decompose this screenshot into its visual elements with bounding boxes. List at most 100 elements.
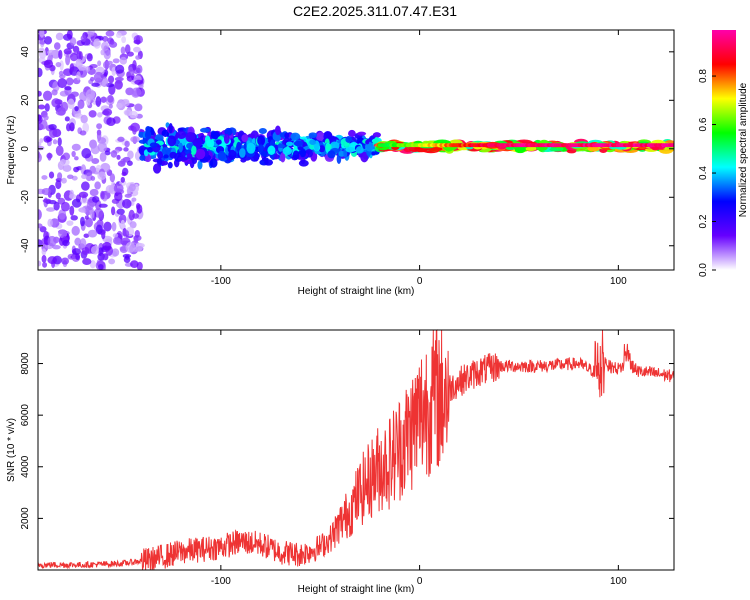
heatmap-cell: [69, 189, 75, 199]
heatmap-cell: [39, 30, 45, 38]
heatmap-cell: [112, 58, 120, 64]
heatmap-cell: [71, 248, 82, 256]
colorbar-gradient: [712, 30, 736, 270]
heatmap-cell: [39, 39, 46, 45]
heatmap-cell: [43, 114, 49, 121]
heatmap-cell: [99, 152, 107, 162]
heatmap-cell: [128, 209, 135, 221]
y-tick-label: 6000: [20, 404, 31, 427]
heatmap-cell: [74, 156, 79, 161]
heatmap-cell: [116, 208, 125, 215]
heatmap-cell: [167, 135, 177, 147]
heatmap-cell: [108, 258, 116, 265]
heatmap-cell: [302, 141, 308, 148]
heatmap-cell: [46, 207, 56, 212]
heatmap-cell: [124, 230, 130, 238]
heatmap-cell: [47, 218, 53, 227]
heatmap-cell: [47, 256, 57, 264]
heatmap-cell: [55, 192, 61, 200]
heatmap-cell: [209, 158, 218, 168]
heatmap-cell: [124, 44, 131, 55]
heatmap-cell: [76, 71, 81, 81]
heatmap-cell: [128, 69, 135, 75]
snr-frame: [37, 329, 675, 571]
colorbar-label: Normalized spectral amplitude: [738, 82, 749, 217]
heatmap-cell: [210, 131, 221, 140]
heatmap-cell: [121, 36, 127, 44]
colorbar-tick-label: 0.6: [698, 117, 709, 131]
heatmap-cell: [90, 245, 100, 255]
heatmap-cell: [97, 171, 107, 181]
heatmap-cell: [223, 133, 230, 144]
colorbar-ticks: 0.0 0.2 0.4 0.6 0.8: [698, 69, 716, 277]
heatmap-cell: [176, 130, 187, 139]
heatmap-cell: [143, 149, 149, 157]
heatmap-cell: [111, 221, 117, 232]
heatmap-cell: [587, 146, 600, 152]
heatmap-cell: [79, 91, 88, 102]
colorbar-tick-label: 0.8: [698, 69, 709, 83]
heatmap-cell: [157, 151, 164, 159]
heatmap-cell: [139, 155, 146, 161]
heatmap-cell: [55, 32, 64, 41]
heatmap-cell: [124, 193, 132, 198]
heatmap-cell: [116, 154, 121, 160]
heatmap-cell: [67, 174, 74, 179]
heatmap-cell: [79, 238, 87, 249]
heatmap-cell: [55, 109, 66, 116]
heatmap-cell: [62, 152, 71, 161]
heatmap-cell: [41, 248, 47, 256]
heatmap-cell: [80, 35, 87, 43]
heatmap-cell: [97, 60, 102, 67]
snr-y-ticks: 2000 4000 6000 8000: [20, 352, 674, 530]
heatmap-cell: [75, 252, 80, 261]
y-tick-label: -20: [20, 190, 31, 205]
heatmap-cell: [135, 55, 141, 60]
heatmap-cell: [55, 145, 64, 156]
heatmap-cell: [195, 148, 206, 160]
heatmap-cell: [81, 181, 90, 191]
heatmap-cell: [180, 151, 186, 159]
heatmap-cells: [38, 30, 674, 270]
heatmap-cell: [41, 255, 47, 263]
heatmap-cell: [48, 171, 55, 179]
heatmap-cell: [61, 257, 70, 265]
heatmap-cell: [60, 201, 70, 212]
heatmap-cell: [197, 160, 203, 170]
heatmap-cell: [38, 145, 45, 151]
heatmap-cell: [260, 150, 268, 157]
heatmap-cell: [357, 131, 367, 136]
heatmap-cell: [96, 123, 103, 130]
heatmap-cell: [58, 229, 68, 239]
heatmap-cell: [69, 122, 75, 132]
heatmap-cell: [75, 58, 83, 69]
heatmap-cell: [79, 207, 86, 213]
heatmap-cell: [51, 98, 61, 108]
y-tick-label: -40: [20, 238, 31, 253]
heatmap-cell: [120, 158, 126, 165]
heatmap-cell: [95, 224, 103, 235]
heatmap-cell: [215, 139, 222, 145]
heatmap-cell: [121, 100, 130, 107]
heatmap-cell: [47, 152, 52, 161]
heatmap-cell: [70, 91, 79, 97]
heatmap-cell: [45, 137, 53, 142]
heatmap-cell: [97, 112, 103, 118]
heatmap-cell: [60, 177, 67, 184]
heatmap-cell: [365, 139, 370, 145]
spectrogram-x-label: Height of straight line (km): [298, 286, 415, 297]
heatmap-cell: [71, 198, 82, 208]
heatmap-cell: [128, 183, 136, 192]
snr-y-label: SNR (10 * v/v): [6, 418, 17, 482]
heatmap-cell: [204, 135, 211, 144]
heatmap-cell: [38, 47, 45, 53]
heatmap-cell: [69, 205, 75, 216]
x-tick-label: -100: [211, 576, 231, 587]
heatmap-cell: [38, 223, 43, 229]
heatmap-cell: [99, 96, 108, 103]
heatmap-cell: [125, 241, 136, 253]
heatmap-cell: [163, 154, 169, 159]
heatmap-cell: [80, 216, 86, 227]
heatmap-cell: [121, 198, 132, 209]
